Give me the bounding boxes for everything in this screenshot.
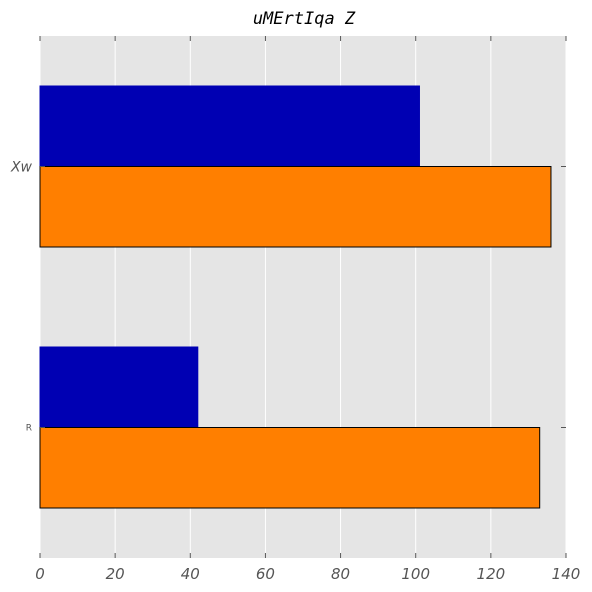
x-tick-label-0: 0 [35, 565, 45, 583]
x-tick-label-5: 100 [401, 565, 430, 583]
y-tick-label-xw: Xw [10, 160, 33, 176]
x-tick-label-4: 80 [331, 565, 350, 583]
bar-r-series-1 [39, 346, 199, 428]
bar-r-series-2 [39, 427, 541, 509]
x-tick-label-7: 140 [552, 565, 581, 583]
chart-title: uMErtIqa Z [253, 9, 356, 29]
bar-xw-series-1 [39, 85, 420, 167]
bars [39, 85, 552, 509]
x-tick-label-2: 40 [181, 565, 200, 583]
x-tick-label-1: 20 [106, 565, 125, 583]
x-tick-label-3: 60 [256, 565, 275, 583]
x-tick-label-6: 120 [477, 565, 506, 583]
y-tick-label-r: R [26, 424, 32, 434]
bar-xw-series-2 [39, 166, 552, 248]
axes: 0 20 40 60 80 100 120 140 R Xw [10, 36, 580, 583]
